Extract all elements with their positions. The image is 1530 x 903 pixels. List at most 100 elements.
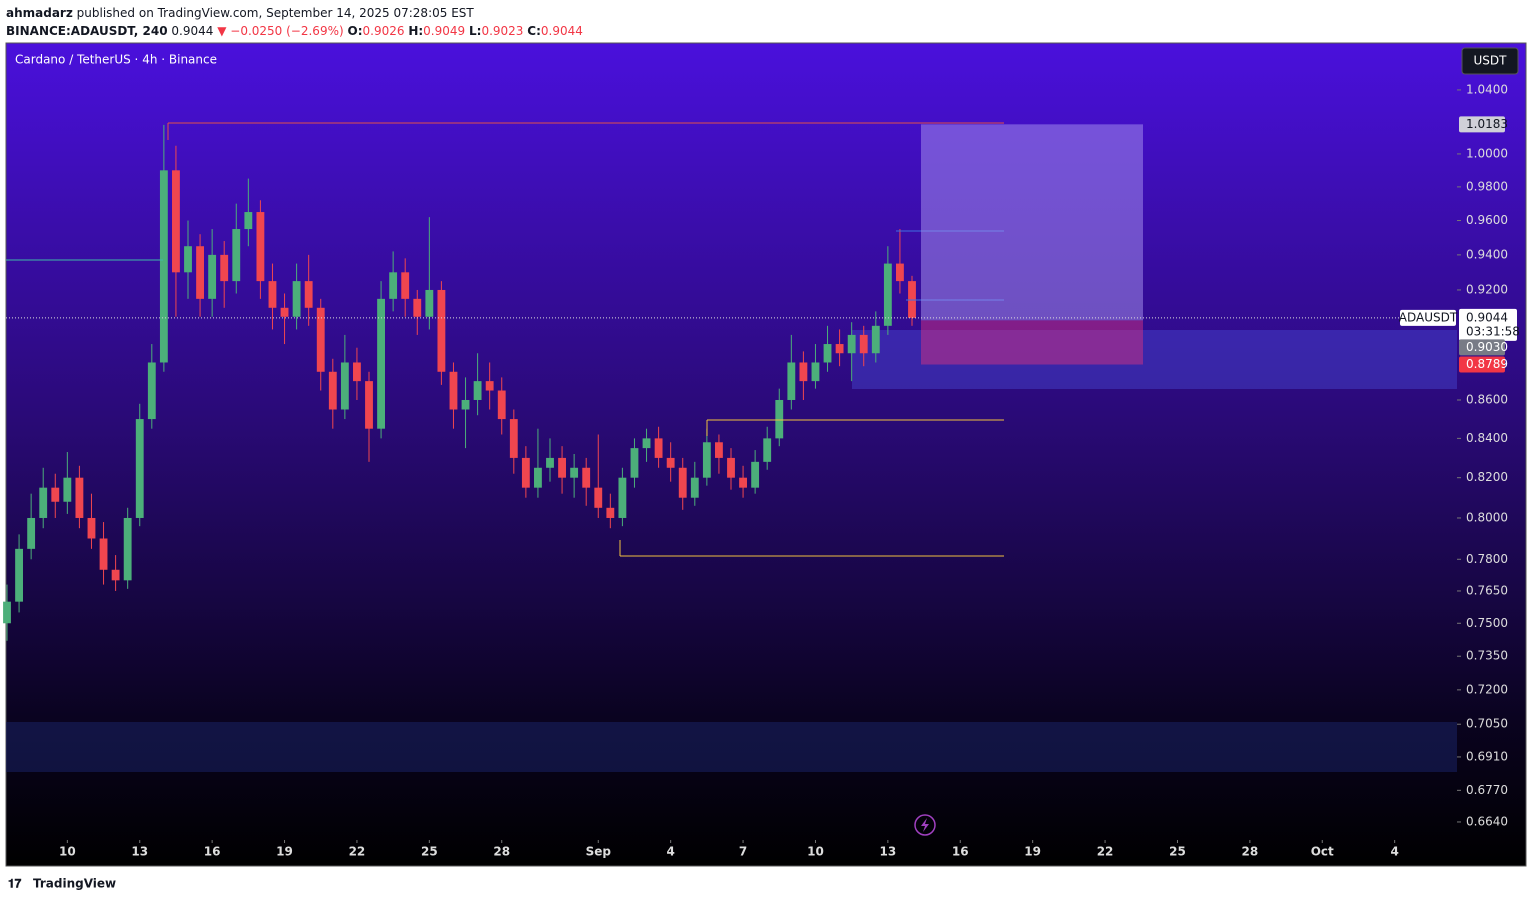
x-tick-label: 22	[1097, 845, 1114, 859]
candle-body	[618, 477, 627, 518]
x-tick-label: 25	[1169, 845, 1186, 859]
ohlc-label: L:	[469, 24, 482, 38]
y-tick-label: 0.8000	[1466, 510, 1508, 524]
author[interactable]: ahmadarz	[6, 6, 73, 20]
ohlc-label: O:	[347, 24, 363, 38]
candle-body	[365, 381, 373, 429]
candle-body	[678, 467, 687, 498]
x-tick-label: 28	[1242, 845, 1259, 859]
y-tick-label: 0.9200	[1466, 282, 1508, 296]
candle-body	[184, 246, 192, 273]
candle-body	[859, 334, 868, 354]
brand: TradingView	[33, 877, 116, 891]
y-tick-label: 0.7050	[1466, 717, 1508, 731]
candle-body	[847, 334, 856, 354]
candle-body	[353, 362, 361, 382]
candle-body	[147, 362, 156, 420]
event-icon[interactable]	[914, 814, 936, 836]
y-tick-label: 0.7200	[1466, 682, 1508, 696]
countdown: 03:31:58	[1466, 324, 1520, 338]
candles	[3, 124, 916, 641]
candle-body	[739, 477, 747, 488]
price-tag-label: 0.8789	[1466, 357, 1508, 371]
x-tick-label: 13	[880, 845, 897, 859]
y-tick-label: 0.8600	[1466, 392, 1508, 406]
candle-body	[546, 457, 554, 468]
zone	[6, 722, 1457, 772]
candle-body	[570, 467, 579, 478]
candle-body	[630, 448, 639, 478]
x-tick-label: 25	[421, 845, 438, 859]
currency-button[interactable]	[1461, 47, 1519, 75]
candle-body	[799, 362, 808, 382]
footer: 𝟏𝟕 TradingView	[8, 877, 116, 891]
candle-body	[111, 569, 120, 581]
ohlc-label: C:	[527, 24, 541, 38]
candle-body	[883, 263, 892, 326]
x-tick-label: 4	[666, 845, 674, 859]
candle-body	[15, 548, 23, 602]
y-tick-label: 0.9400	[1466, 247, 1508, 261]
symbol: BINANCE:ADAUSDT, 240	[6, 24, 168, 38]
candle-body	[268, 281, 277, 308]
logo-mark: 𝟏𝟕	[8, 877, 22, 891]
candle-body	[715, 442, 723, 458]
x-tick-label: 16	[952, 845, 969, 859]
candle-body	[99, 538, 108, 570]
candle-body	[3, 601, 11, 624]
candle-body	[908, 281, 916, 318]
x-tick-label: Sep	[586, 845, 612, 859]
y-tick-label: 0.8200	[1466, 470, 1508, 484]
ohlc-value: 0.9026	[362, 24, 405, 38]
last-price: 0.9044	[171, 24, 214, 38]
candle-body	[497, 390, 506, 420]
y-tick-label: 0.8400	[1466, 431, 1508, 445]
candle-body	[51, 487, 60, 502]
candle-body	[823, 344, 832, 363]
event-icon	[921, 818, 929, 832]
candle-body	[896, 263, 904, 282]
chart-title: Cardano / TetherUS · 4h · Binance	[15, 53, 217, 67]
currency: USDT	[1474, 54, 1508, 68]
candle-body	[425, 289, 434, 317]
change: ▼ −0.0250 (−2.69%)	[217, 24, 344, 38]
price-tag-label: 0.9044	[1466, 310, 1508, 324]
y-tick-label: 0.7500	[1466, 616, 1508, 630]
candle-body	[413, 298, 422, 317]
y-tick-label: 0.9600	[1466, 213, 1508, 227]
candle-body	[377, 298, 385, 429]
header-line: BINANCE:ADAUSDT, 240 0.9044 ▼ −0.0250 (−…	[6, 22, 583, 40]
y-tick-label: 0.7650	[1466, 583, 1508, 597]
x-tick-label: 19	[1024, 845, 1041, 859]
candle-body	[594, 487, 603, 508]
stop-zone	[921, 320, 1143, 365]
header: ahmadarz published on TradingView.com, S…	[6, 4, 583, 40]
candle-body	[389, 272, 398, 299]
x-tick-label: 28	[493, 845, 510, 859]
candle-body	[172, 170, 180, 273]
candle-body	[63, 477, 72, 502]
y-tick-label: 0.9800	[1466, 179, 1508, 193]
x-tick-label: 22	[349, 845, 366, 859]
price-tag-label: 1.0183	[1466, 117, 1508, 131]
ohlc-value: 0.9023	[481, 24, 524, 38]
x-tick-label: 10	[807, 845, 824, 859]
candle-body	[654, 438, 663, 458]
price-tag	[1459, 308, 1517, 341]
candle-body	[666, 457, 675, 468]
candle-body	[485, 381, 494, 391]
candle-body	[509, 419, 518, 458]
x-tick-label: 16	[204, 845, 221, 859]
candle-body	[690, 477, 699, 498]
candle-body	[256, 212, 265, 282]
candle-body	[135, 419, 144, 518]
candle-body	[449, 371, 458, 410]
x-tick-label: 19	[276, 845, 293, 859]
candle-body	[811, 362, 820, 382]
x-tick-label: 10	[59, 845, 76, 859]
y-tick-label: 0.6910	[1466, 749, 1508, 763]
candle-body	[702, 442, 711, 478]
candle-body	[208, 254, 217, 299]
candle-body	[196, 246, 204, 299]
